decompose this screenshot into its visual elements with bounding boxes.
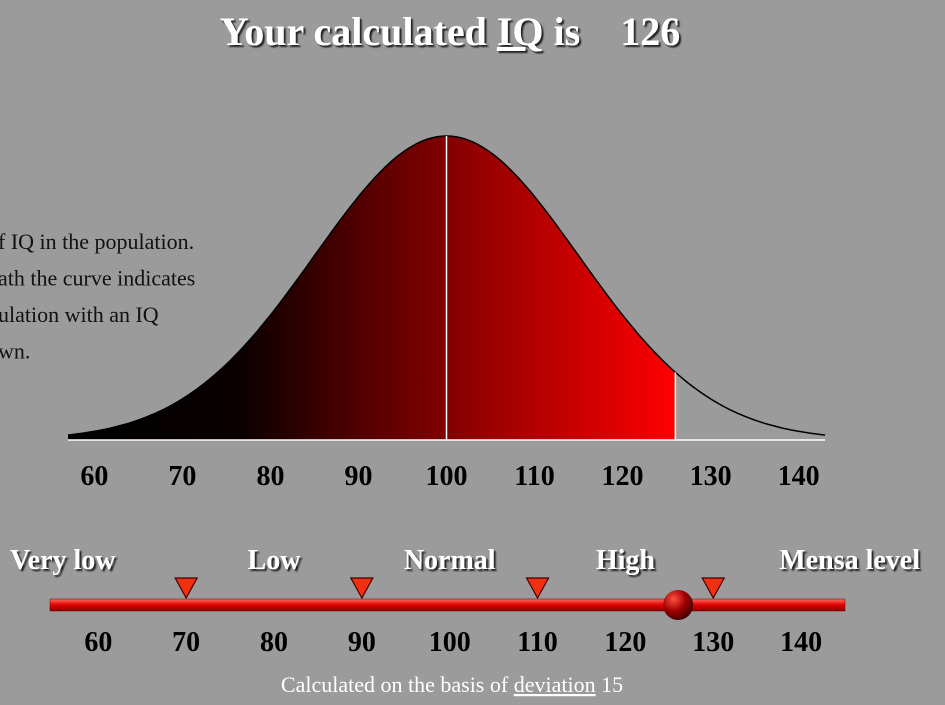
title-is: is: [554, 9, 581, 54]
score-knob: [663, 590, 694, 620]
scale-tick-label: 100: [429, 627, 471, 658]
description-line: wn.: [0, 339, 30, 364]
x-tick-label: 80: [256, 461, 284, 492]
x-tick-label: 110: [514, 461, 554, 492]
description-line: ulation with an IQ: [0, 302, 159, 327]
threshold-marker: [349, 577, 374, 600]
x-tick-label: 120: [602, 461, 644, 492]
title-text: Your calculated: [220, 9, 487, 54]
level-label: Very low: [10, 545, 116, 576]
x-tick-label: 90: [344, 461, 372, 492]
level-label: High: [596, 545, 656, 576]
level-label: Low: [248, 545, 302, 576]
x-tick-label: 70: [168, 461, 196, 492]
title-value: 126: [620, 9, 680, 54]
title: Your calculated IQ is 126: [220, 9, 680, 54]
scale-tick-label: 140: [780, 627, 822, 658]
scale-tick-label: 120: [604, 627, 646, 658]
footer-value: 15: [601, 672, 623, 697]
description-line: ath the curve indicates: [0, 266, 195, 291]
title-link[interactable]: IQ: [497, 9, 544, 54]
x-tick-label: 140: [778, 461, 820, 492]
scale-bar: [49, 598, 846, 612]
footer-link[interactable]: deviation: [514, 672, 596, 697]
x-tick-label: 130: [690, 461, 732, 492]
scale-tick-label: 90: [348, 627, 376, 658]
threshold-marker: [525, 577, 550, 600]
footer: Calculated on the basis of deviation 15: [281, 672, 623, 697]
scale-tick-label: 110: [517, 627, 557, 658]
iq-scale: Very low Low Normal High Mensa level 60 70 80 90…: [10, 545, 920, 658]
scale-tick-label: 80: [260, 627, 288, 658]
level-label: Mensa level: [779, 545, 920, 576]
threshold-marker: [174, 577, 199, 600]
description-line: f IQ in the population.: [0, 229, 194, 254]
level-label: Normal: [404, 545, 496, 576]
description: f IQ in the population. ath the curve ind…: [0, 229, 195, 364]
footer-text: Calculated on the basis of: [281, 672, 509, 697]
scale-tick-label: 130: [692, 627, 734, 658]
bell-curve: 60 70 80 90 100 110 120 130 140: [67, 135, 826, 492]
threshold-marker: [701, 577, 726, 600]
score-area: [68, 136, 676, 440]
x-tick-label: 60: [80, 461, 108, 492]
scale-tick-label: 70: [172, 627, 200, 658]
scale-tick-label: 60: [84, 627, 112, 658]
x-tick-label: 100: [426, 461, 468, 492]
